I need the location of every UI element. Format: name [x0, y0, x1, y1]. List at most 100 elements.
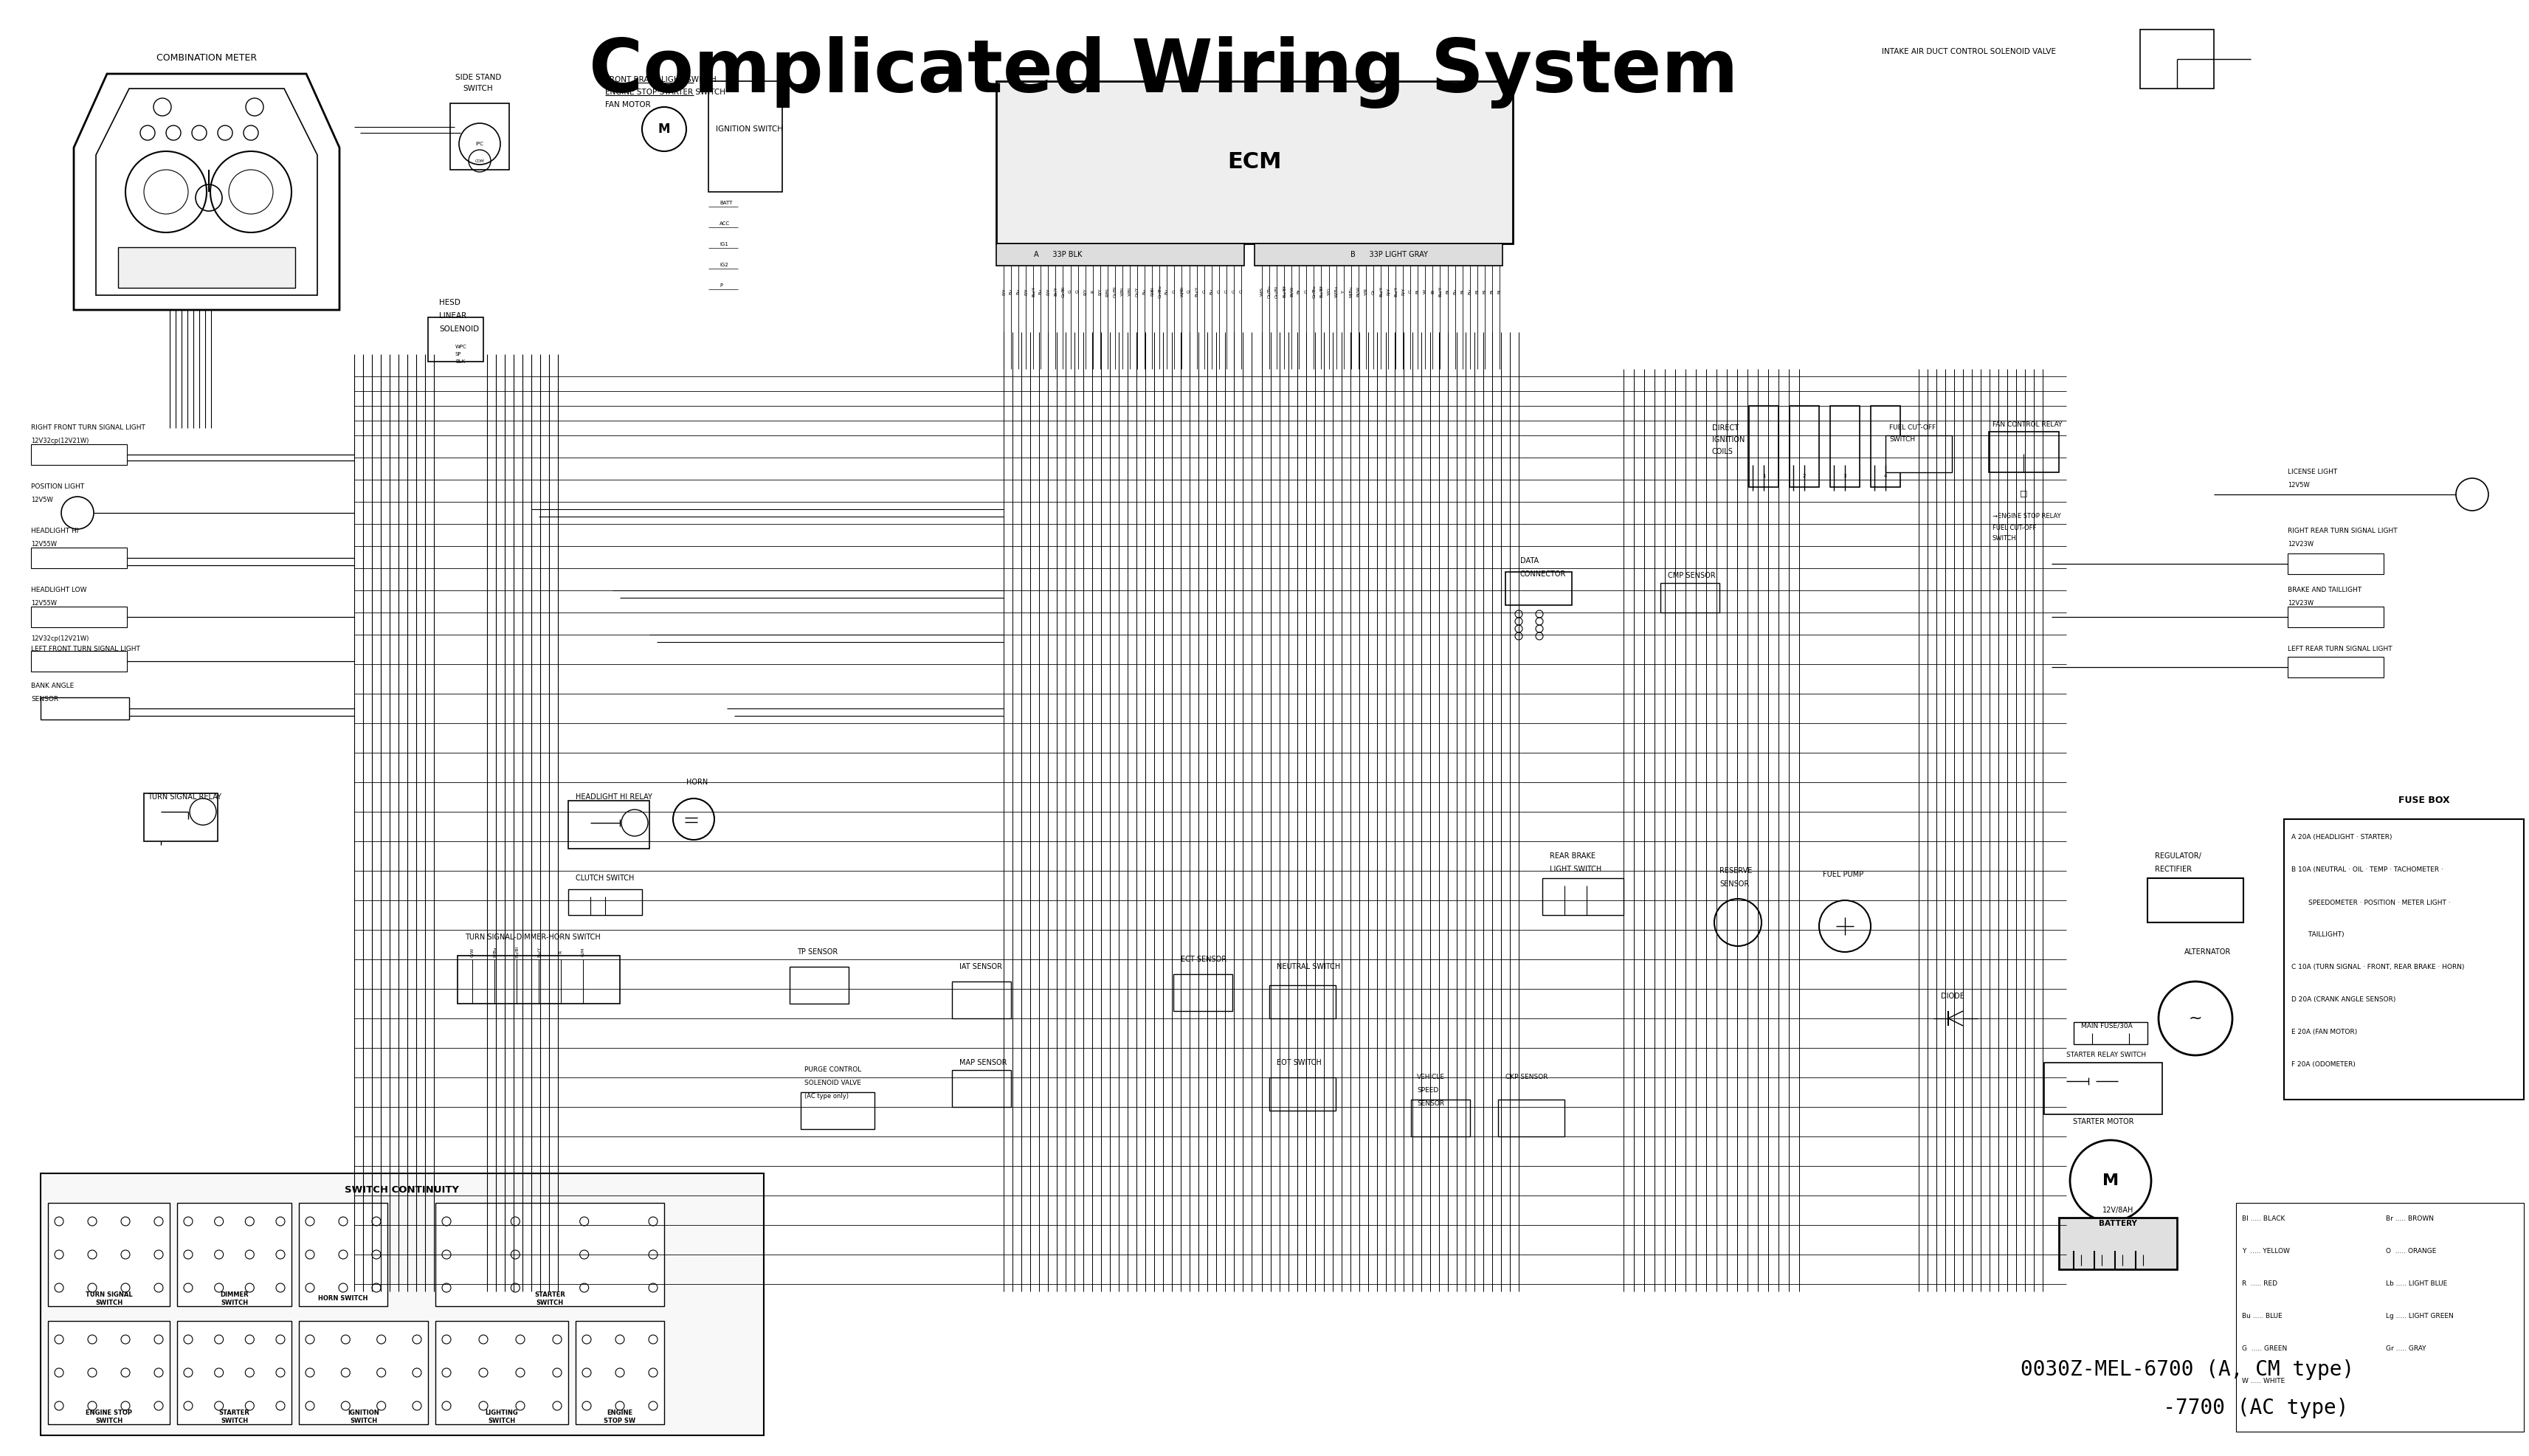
Text: FAN MOTOR: FAN MOTOR	[604, 100, 650, 109]
Bar	[2043, 1063, 2162, 1114]
Text: P/Y: P/Y	[1098, 288, 1103, 296]
Text: FRONT BRAKE LIGHT SWITCH: FRONT BRAKE LIGHT SWITCH	[604, 76, 716, 83]
Text: IPC: IPC	[475, 141, 483, 146]
Text: Bu/Bf: Bu/Bf	[1282, 285, 1287, 297]
Circle shape	[615, 1401, 625, 1411]
Bar	[996, 82, 1512, 243]
Bar	[30, 607, 126, 628]
Circle shape	[306, 1283, 314, 1291]
Bar	[2289, 553, 2385, 574]
Text: Bl: Bl	[1482, 290, 1487, 294]
Text: TURN SIGNAL
SWITCH: TURN SIGNAL SWITCH	[86, 1291, 132, 1306]
Circle shape	[341, 1401, 349, 1411]
Text: MAIN FUSE/30A: MAIN FUSE/30A	[2081, 1022, 2132, 1029]
Text: G: G	[1070, 290, 1072, 293]
Text: RECTIFIER: RECTIFIER	[2155, 866, 2193, 874]
Text: PURGE CONTROL: PURGE CONTROL	[804, 1067, 862, 1073]
Bar	[789, 967, 850, 1003]
Circle shape	[306, 1251, 314, 1259]
Text: B      33P LIGHT GRAY: B 33P LIGHT GRAY	[1350, 250, 1426, 258]
Text: Br ..... BROWN: Br ..... BROWN	[2385, 1216, 2433, 1223]
Text: P/Y: P/Y	[1001, 288, 1007, 296]
Text: E 20A (FAN MOTOR): E 20A (FAN MOTOR)	[2291, 1029, 2357, 1035]
Text: ACC: ACC	[721, 221, 731, 226]
Circle shape	[245, 1369, 253, 1377]
Circle shape	[215, 1369, 223, 1377]
Text: G: G	[1239, 290, 1244, 293]
Text: STARTER
SWITCH: STARTER SWITCH	[534, 1291, 566, 1306]
Circle shape	[582, 1335, 592, 1344]
Circle shape	[412, 1335, 422, 1344]
Text: Bl: Bl	[1497, 290, 1502, 294]
Text: MAP SENSOR: MAP SENSOR	[958, 1059, 1007, 1066]
Text: R  ..... RED: R ..... RED	[2241, 1281, 2276, 1287]
Bar	[1887, 435, 1952, 472]
Text: R/Y: R/Y	[1401, 288, 1404, 296]
Circle shape	[276, 1283, 286, 1291]
Bar	[1497, 1099, 1565, 1137]
Text: DIRECT: DIRECT	[1712, 424, 1740, 432]
Text: LICENSE LIGHT: LICENSE LIGHT	[2289, 469, 2337, 476]
Circle shape	[582, 1369, 592, 1377]
Text: G: G	[1224, 290, 1229, 293]
Text: Bu: Bu	[1166, 288, 1168, 294]
Circle shape	[245, 1401, 253, 1411]
Circle shape	[56, 1251, 63, 1259]
Text: Lb ..... LIGHT BLUE: Lb ..... LIGHT BLUE	[2385, 1281, 2448, 1287]
Text: R: R	[1090, 290, 1095, 293]
Text: G: G	[1305, 290, 1307, 293]
Text: Bu/Y: Bu/Y	[1378, 287, 1383, 297]
Text: Bl ..... BLACK: Bl ..... BLACK	[2241, 1216, 2286, 1223]
Bar	[951, 981, 1012, 1018]
Text: P/Y: P/Y	[1024, 288, 1027, 296]
Circle shape	[579, 1251, 589, 1259]
Text: HEADLIGHT HI RELAY: HEADLIGHT HI RELAY	[577, 794, 652, 801]
Text: FUEL PUMP: FUEL PUMP	[1823, 871, 1864, 878]
Text: Bu/Y: Bu/Y	[536, 946, 541, 957]
Text: SWITCH: SWITCH	[463, 84, 493, 92]
Bar	[577, 1321, 665, 1424]
Bar	[1411, 1099, 1469, 1137]
Circle shape	[341, 1335, 349, 1344]
Text: Bu: Bu	[1454, 288, 1457, 294]
Text: SWITCH CONTINUITY: SWITCH CONTINUITY	[344, 1185, 460, 1194]
Text: FUEL CUT-OFF: FUEL CUT-OFF	[1993, 526, 2036, 531]
Circle shape	[339, 1217, 346, 1226]
Circle shape	[511, 1251, 521, 1259]
Circle shape	[276, 1401, 286, 1411]
Bar	[1270, 986, 1335, 1018]
Text: INTAKE AIR DUCT CONTROL SOLENOID VALVE: INTAKE AIR DUCT CONTROL SOLENOID VALVE	[1882, 48, 2056, 55]
Bar	[1505, 572, 1573, 606]
Text: G: G	[1232, 290, 1237, 293]
Circle shape	[516, 1401, 524, 1411]
Text: Gr/Y: Gr/Y	[1136, 287, 1138, 297]
Circle shape	[516, 1335, 524, 1344]
Text: ~: ~	[2188, 1010, 2203, 1026]
Bar	[951, 1070, 1012, 1107]
Circle shape	[579, 1217, 589, 1226]
Text: RIGHT REAR TURN SIGNAL LIGHT: RIGHT REAR TURN SIGNAL LIGHT	[2289, 529, 2397, 534]
Circle shape	[215, 1401, 223, 1411]
Circle shape	[306, 1369, 314, 1377]
Circle shape	[412, 1369, 422, 1377]
Circle shape	[215, 1217, 223, 1226]
Text: G: G	[1173, 290, 1176, 293]
Circle shape	[89, 1283, 96, 1291]
Circle shape	[647, 1217, 658, 1226]
Circle shape	[154, 1283, 162, 1291]
Bar	[2074, 1022, 2147, 1044]
Text: 3: 3	[1844, 473, 1846, 478]
Circle shape	[56, 1283, 63, 1291]
Text: 1: 1	[1763, 473, 1765, 478]
Text: SOLENOID VALVE: SOLENOID VALVE	[804, 1080, 860, 1086]
Text: SENSOR: SENSOR	[30, 696, 58, 703]
Text: R/Y: R/Y	[1386, 288, 1391, 296]
Circle shape	[554, 1401, 561, 1411]
Text: Bu ..... BLUE: Bu ..... BLUE	[2241, 1313, 2281, 1319]
Text: CLUTCH SWITCH: CLUTCH SWITCH	[577, 875, 635, 882]
Circle shape	[276, 1217, 286, 1226]
Text: W/Bl: W/Bl	[1181, 287, 1184, 297]
Bar	[1791, 406, 1818, 488]
Circle shape	[121, 1369, 129, 1377]
Bar	[1270, 1077, 1335, 1111]
